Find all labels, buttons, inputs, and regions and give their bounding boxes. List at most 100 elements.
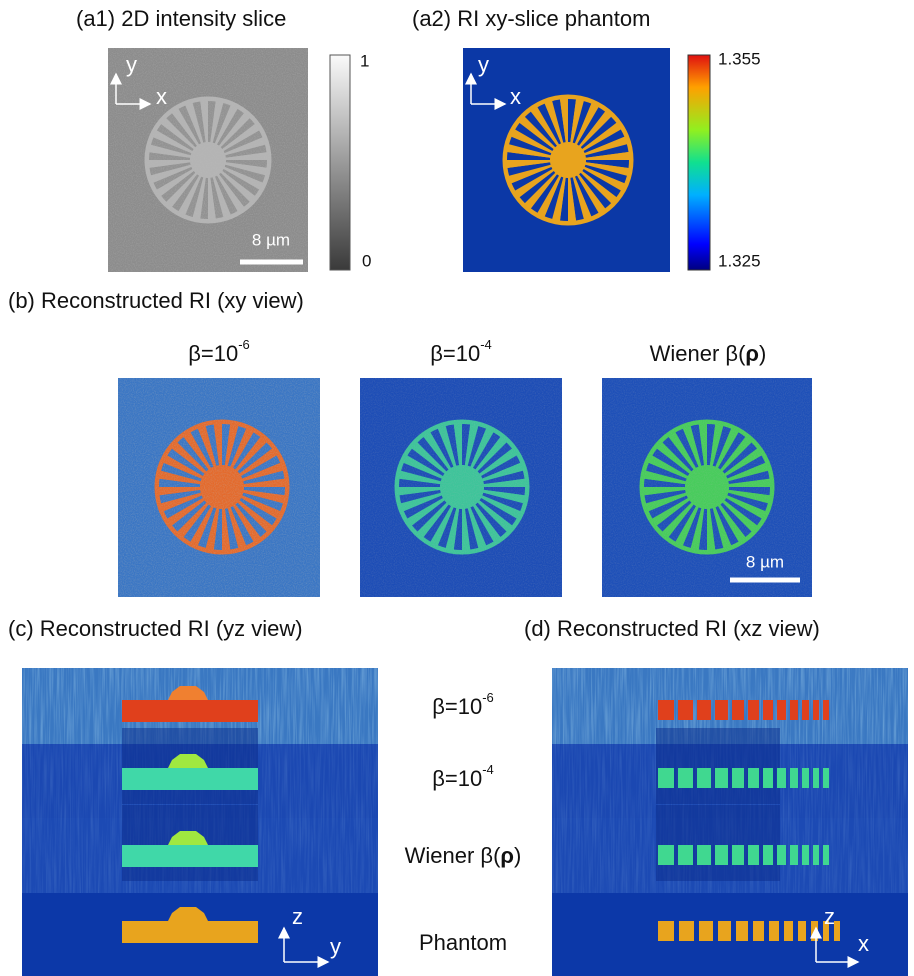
label-part: ) <box>514 843 521 868</box>
segment <box>784 921 793 941</box>
disk-center <box>550 142 586 178</box>
label: Wiener β(ρ) <box>405 843 522 868</box>
label-exponent: -4 <box>482 762 494 777</box>
label-part: Wiener β( <box>650 341 746 366</box>
segment <box>790 768 798 788</box>
noise <box>360 378 562 597</box>
label-part: ρ <box>745 341 759 366</box>
target-a2 <box>503 95 634 226</box>
noise <box>118 378 320 597</box>
panel-title: (a2) RI xy-slice phantom <box>412 6 650 31</box>
segment <box>823 845 829 865</box>
segment <box>678 700 693 720</box>
label-part: ) <box>759 341 766 366</box>
colorbar <box>330 55 350 270</box>
label-base: β=10 <box>188 341 238 366</box>
segment <box>753 921 764 941</box>
label-part: ρ <box>500 843 514 868</box>
segment <box>748 768 759 788</box>
segment <box>763 700 773 720</box>
label-exponent: -6 <box>238 337 250 352</box>
scale-bar-label: 8 µm <box>746 552 784 571</box>
bar <box>122 921 258 943</box>
support <box>656 805 780 881</box>
label-exponent: -4 <box>480 337 492 352</box>
label: β=10-4 <box>430 337 492 365</box>
segment <box>802 768 809 788</box>
segment <box>697 768 711 788</box>
support <box>656 728 780 804</box>
label-base: β=10 <box>432 694 482 719</box>
panel-title: (c) Reconstructed RI (yz view) <box>8 616 303 641</box>
panel-title: (b) Reconstructed RI (xy view) <box>8 288 304 313</box>
axis-label: y <box>330 934 341 959</box>
label-base: β=10 <box>430 341 480 366</box>
segment <box>697 845 711 865</box>
label: β=10-6 <box>188 337 250 365</box>
label-base: β=10 <box>432 766 482 791</box>
segment <box>769 921 779 941</box>
colorbar <box>688 55 710 270</box>
label: β=10-4 <box>432 762 494 790</box>
segment <box>763 845 773 865</box>
segment <box>823 700 829 720</box>
axis-label: y <box>126 52 137 77</box>
bar <box>122 768 258 790</box>
segment <box>813 700 819 720</box>
bar <box>122 845 258 867</box>
colorbar-max: 1 <box>360 51 369 70</box>
segment <box>715 700 728 720</box>
axis-label: y <box>478 52 489 77</box>
segment <box>732 768 744 788</box>
segment <box>748 700 759 720</box>
segment <box>748 845 759 865</box>
label-exponent: -6 <box>482 690 494 705</box>
segment <box>813 845 819 865</box>
colorbar-max: 1.355 <box>718 49 761 68</box>
segment <box>658 845 674 865</box>
segment <box>715 845 728 865</box>
segment <box>658 921 674 941</box>
label: Wiener β(ρ) <box>650 341 767 366</box>
bar <box>122 700 258 722</box>
axis-label: z <box>824 904 835 929</box>
axis-label: x <box>858 931 869 956</box>
axis-label: z <box>292 904 303 929</box>
segment <box>802 845 809 865</box>
segment <box>715 768 728 788</box>
label: β=10-6 <box>432 690 494 718</box>
label: Phantom <box>419 930 507 955</box>
segment <box>777 845 786 865</box>
label-part: Wiener β( <box>405 843 501 868</box>
colorbar-min: 0 <box>362 251 371 270</box>
segment <box>763 768 773 788</box>
segment <box>678 845 693 865</box>
segment <box>699 921 713 941</box>
panel-title: (d) Reconstructed RI (xz view) <box>524 616 820 641</box>
panel-title: (a1) 2D intensity slice <box>76 6 286 31</box>
segment <box>678 768 693 788</box>
segment <box>811 921 818 941</box>
segment <box>658 700 674 720</box>
segment <box>790 700 798 720</box>
segment <box>790 845 798 865</box>
segment <box>777 700 786 720</box>
axis-label: x <box>156 84 167 109</box>
segment <box>718 921 731 941</box>
axis-label: x <box>510 84 521 109</box>
segment <box>823 768 829 788</box>
segment <box>777 768 786 788</box>
segment <box>697 700 711 720</box>
segment <box>732 845 744 865</box>
segment <box>798 921 806 941</box>
colorbar-min: 1.325 <box>718 251 761 270</box>
segment <box>736 921 748 941</box>
segment <box>679 921 694 941</box>
figure: (a1) 2D intensity slice (a2) RI xy-slice… <box>0 0 914 976</box>
segment <box>732 700 744 720</box>
segment <box>802 700 809 720</box>
scale-bar-label: 8 µm <box>252 230 290 249</box>
segment <box>813 768 819 788</box>
